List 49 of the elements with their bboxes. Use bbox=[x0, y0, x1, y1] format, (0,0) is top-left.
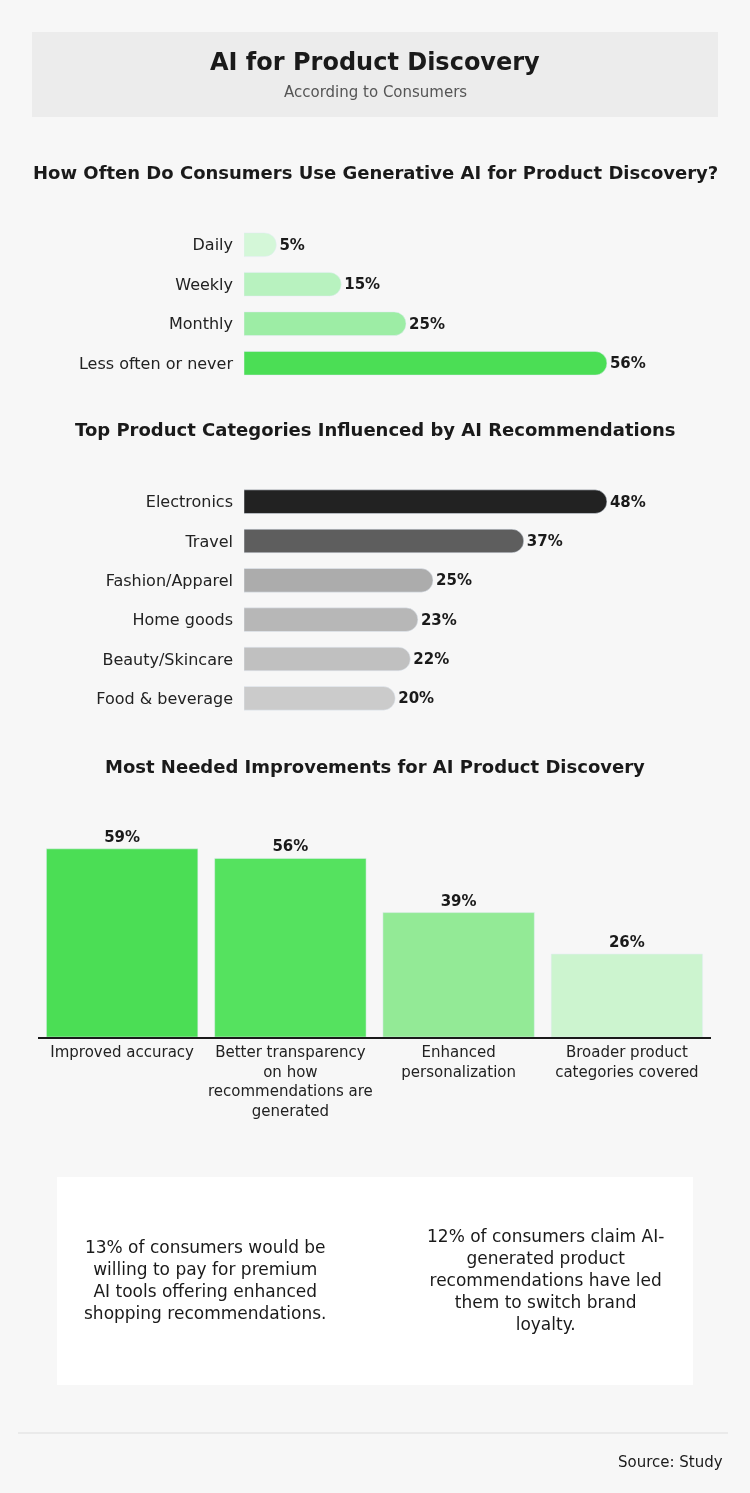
chart-title: Most Needed Improvements for AI Product Discovery bbox=[105, 756, 646, 777]
data-label: 23% bbox=[420, 610, 457, 629]
y-tick-label: Home goods bbox=[132, 610, 233, 630]
data-label: 15% bbox=[344, 275, 381, 294]
y-tick-label: Monthly bbox=[168, 314, 233, 334]
chart-title: Top Product Categories Influenced by AI Recommendations bbox=[75, 419, 676, 440]
data-label: 20% bbox=[398, 689, 435, 708]
data-label: 5% bbox=[279, 235, 305, 254]
x-tick-label: Enhanced personalization bbox=[401, 1043, 517, 1081]
data-label: 26% bbox=[608, 933, 645, 952]
bar bbox=[214, 858, 367, 1037]
y-tick-label: Weekly bbox=[175, 274, 233, 294]
bar bbox=[244, 311, 407, 336]
data-label: 25% bbox=[436, 571, 472, 590]
text: AI for Product Discovery bbox=[210, 48, 541, 76]
x-tick-label: Better transparency on how recommendations are generated bbox=[208, 1043, 373, 1120]
text: 12% of consumers claim AI-generated product recommendations have led them to switch brand loyalty. bbox=[427, 1226, 665, 1335]
bar bbox=[244, 272, 342, 297]
bar bbox=[550, 953, 703, 1037]
text: 13% of consumers would be willing to pay for premium AI tools offering enhanced shopping recommendations. bbox=[84, 1237, 327, 1324]
data-label: 25% bbox=[409, 314, 445, 333]
data-label: 37% bbox=[526, 532, 563, 550]
bar bbox=[244, 528, 525, 554]
bar bbox=[244, 351, 608, 376]
y-tick-label: Less often or never bbox=[78, 353, 234, 373]
bar bbox=[244, 568, 434, 593]
y-tick-label: Electronics bbox=[145, 492, 233, 512]
data-label: 39% bbox=[440, 891, 477, 910]
bar bbox=[244, 489, 608, 514]
y-tick-label: Travel bbox=[184, 531, 233, 551]
x-tick-label: Broader product categories covered bbox=[555, 1043, 699, 1081]
x-tick-label: Improved accuracy bbox=[50, 1043, 195, 1061]
y-tick-label: Daily bbox=[192, 235, 233, 255]
source-note: Source: Study bbox=[618, 1453, 723, 1471]
chart-title: How Often Do Consumers Use Generative AI for Product Discovery? bbox=[33, 162, 719, 183]
bar bbox=[244, 607, 419, 632]
data-label: 22% bbox=[413, 650, 450, 668]
y-tick-label: Food & beverage bbox=[96, 688, 233, 708]
data-label: 48% bbox=[609, 492, 646, 511]
bar bbox=[244, 646, 411, 672]
y-tick-label: Fashion/Apparel bbox=[105, 570, 233, 590]
bar bbox=[382, 912, 535, 1037]
bar bbox=[244, 686, 396, 711]
data-label: 59% bbox=[104, 827, 141, 846]
bar bbox=[46, 848, 199, 1037]
text: According to Consumers bbox=[284, 83, 468, 101]
y-tick-label: Beauty/Skincare bbox=[102, 649, 233, 669]
data-label: 56% bbox=[272, 837, 309, 856]
data-label: 56% bbox=[609, 354, 646, 373]
